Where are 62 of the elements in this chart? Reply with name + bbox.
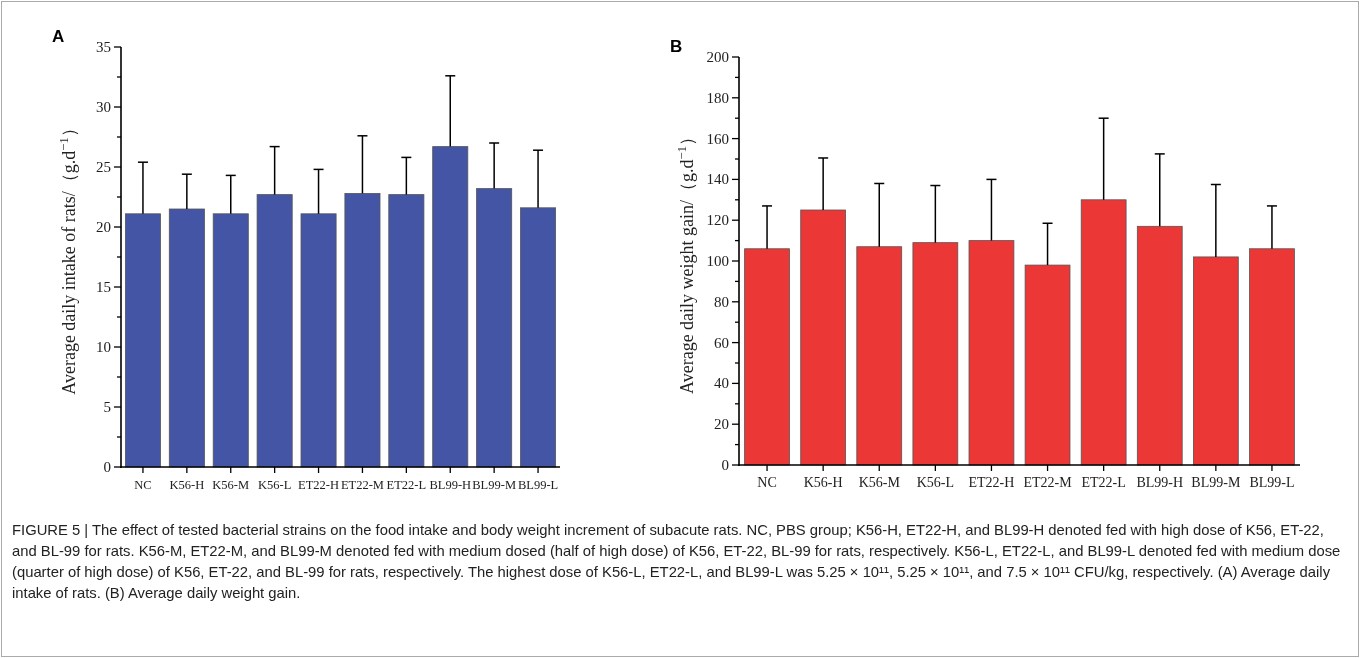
caption: FIGURE 5 | The effect of tested bacterial strains on the food intake and body weight increment of subacute rats. NC, PBS group; K56-H, ET22-H, and BL99-H denoted fed with high dose of K56, ET-22, and BL-99 for rats. K56-M, ET22-M, and BL99-M denoted fed with medium dosed (half of high dose) of K56, ET-22, BL-99 for rats, respectively. K56-L, ET22-L, and BL99-L denoted fed with medium dose (quarter of high dose) of K56, ET-22, and BL-99 for rats, respectively. The highest dose of K56-L, ET22-L, and BL99-L was 5.25 × 10¹¹, 5.25 × 10¹¹, and 7.5 × 10¹¹ CFU/kg, respectively. (A) Average daily intake of rats. (B) Average daily weight gain.: [12, 521, 1342, 603]
bar: [168, 208, 205, 468]
bar: [1193, 256, 1239, 466]
chart-title: B: [670, 37, 683, 56]
bar: [1080, 199, 1127, 466]
x-tick-label: NC: [134, 478, 152, 492]
y-tick-label: 0: [721, 457, 729, 473]
x-tick-label: ET22-L: [386, 478, 427, 492]
bar: [388, 194, 425, 468]
y-tick-label: 20: [714, 416, 729, 433]
x-tick-label: ET22-M: [1023, 475, 1073, 490]
y-tick-label: 120: [706, 212, 729, 229]
bar: [300, 213, 337, 468]
y-tick-label: 100: [706, 253, 729, 269]
x-tick-label: BL99-H: [429, 478, 472, 492]
bar: [520, 207, 557, 468]
x-tick-label: BL99-M: [1191, 475, 1241, 490]
bar: [344, 193, 381, 468]
x-tick-label: K56-L: [257, 478, 292, 492]
y-tick-label: 160: [706, 130, 729, 147]
chart-title: A: [52, 27, 65, 46]
x-tick-label: BL99-M: [472, 478, 517, 492]
x-tick-label: ET22-H: [968, 475, 1015, 490]
x-tick-label: K56-H: [169, 478, 205, 492]
y-tick-label: 5: [103, 399, 111, 415]
y-tick-label: 25: [96, 159, 111, 175]
x-tick-label: NC: [757, 475, 777, 490]
bar: [256, 194, 293, 468]
x-tick-label: K56-L: [916, 475, 955, 490]
bar: [212, 213, 249, 468]
bar: [1024, 264, 1071, 466]
x-tick-label: BL99-L: [517, 478, 559, 492]
bar: [856, 246, 903, 466]
y-tick-label: 180: [706, 89, 729, 106]
x-tick-label: K56-M: [212, 478, 250, 492]
x-tick-label: K56-M: [858, 475, 901, 490]
y-tick-label: 30: [96, 99, 111, 115]
y-tick-label: 15: [96, 279, 111, 295]
bar: [476, 188, 513, 468]
y-tick-label: 10: [96, 339, 111, 355]
y-tick-label: 35: [96, 39, 111, 55]
x-tick-label: ET22-M: [340, 478, 384, 492]
bar: [800, 209, 846, 466]
x-tick-label: BL99-L: [1249, 475, 1295, 490]
bar: [744, 248, 790, 466]
bar: [124, 213, 161, 468]
bar: [912, 242, 959, 466]
bar: [1136, 225, 1183, 466]
y-tick-label: 60: [714, 334, 729, 351]
x-tick-label: K56-H: [803, 475, 843, 490]
x-tick-label: BL99-H: [1136, 475, 1184, 490]
y-tick-label: 200: [706, 49, 729, 65]
y-tick-label: 40: [714, 375, 729, 392]
y-tick-label: 20: [96, 219, 111, 235]
y-tick-label: 140: [706, 171, 729, 188]
y-tick-label: 80: [714, 293, 729, 310]
bar: [432, 146, 469, 468]
bar: [1249, 248, 1295, 466]
x-tick-label: ET22-H: [298, 478, 340, 492]
bar: [968, 240, 1015, 466]
x-tick-label: ET22-L: [1081, 475, 1126, 490]
y-tick-label: 0: [103, 459, 111, 475]
